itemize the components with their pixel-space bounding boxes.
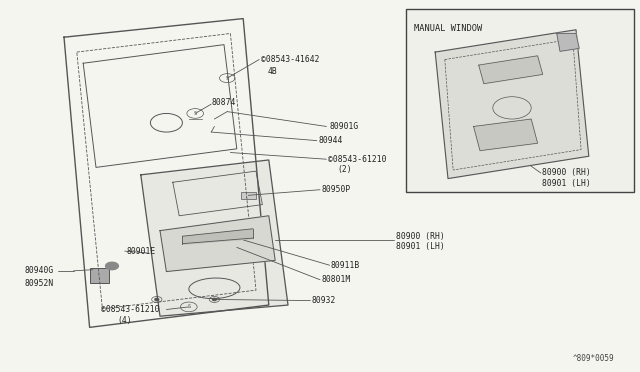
- Text: 80952N: 80952N: [24, 279, 54, 288]
- FancyBboxPatch shape: [406, 9, 634, 192]
- Text: 80900 (RH): 80900 (RH): [542, 169, 591, 177]
- Circle shape: [106, 262, 118, 270]
- Text: ©08543-41642: ©08543-41642: [261, 55, 319, 64]
- Text: (2): (2): [337, 165, 352, 174]
- Text: ^809*0059: ^809*0059: [573, 354, 614, 363]
- Text: S: S: [194, 111, 196, 116]
- Polygon shape: [435, 30, 589, 179]
- Text: MANUAL WINDOW: MANUAL WINDOW: [414, 24, 483, 33]
- Text: 80801M: 80801M: [321, 275, 351, 284]
- Bar: [90, 268, 109, 283]
- Text: 80901 (LH): 80901 (LH): [396, 242, 444, 251]
- Text: 80950P: 80950P: [321, 185, 351, 194]
- Polygon shape: [557, 33, 579, 51]
- Text: ©08543-61210: ©08543-61210: [328, 155, 387, 164]
- Polygon shape: [160, 216, 275, 272]
- Text: (4): (4): [117, 316, 132, 325]
- Text: S: S: [226, 76, 228, 81]
- Text: 80901E: 80901E: [126, 247, 156, 256]
- Text: 4B: 4B: [268, 67, 277, 76]
- Text: 80901 (LH): 80901 (LH): [542, 179, 591, 187]
- Text: 80901G: 80901G: [330, 122, 359, 131]
- Circle shape: [155, 298, 159, 301]
- Text: 80940G: 80940G: [24, 266, 54, 275]
- Text: 80900 (RH): 80900 (RH): [396, 232, 444, 241]
- Polygon shape: [474, 119, 538, 151]
- Text: 80911B: 80911B: [331, 261, 360, 270]
- Text: 80944: 80944: [319, 136, 343, 145]
- Bar: [241, 192, 256, 199]
- Circle shape: [212, 298, 216, 301]
- Polygon shape: [479, 56, 543, 84]
- Text: ©08543-61210: ©08543-61210: [101, 305, 159, 314]
- Text: 80874: 80874: [211, 98, 236, 107]
- Text: S: S: [188, 304, 190, 310]
- Text: 80932: 80932: [312, 296, 336, 305]
- Polygon shape: [141, 160, 288, 316]
